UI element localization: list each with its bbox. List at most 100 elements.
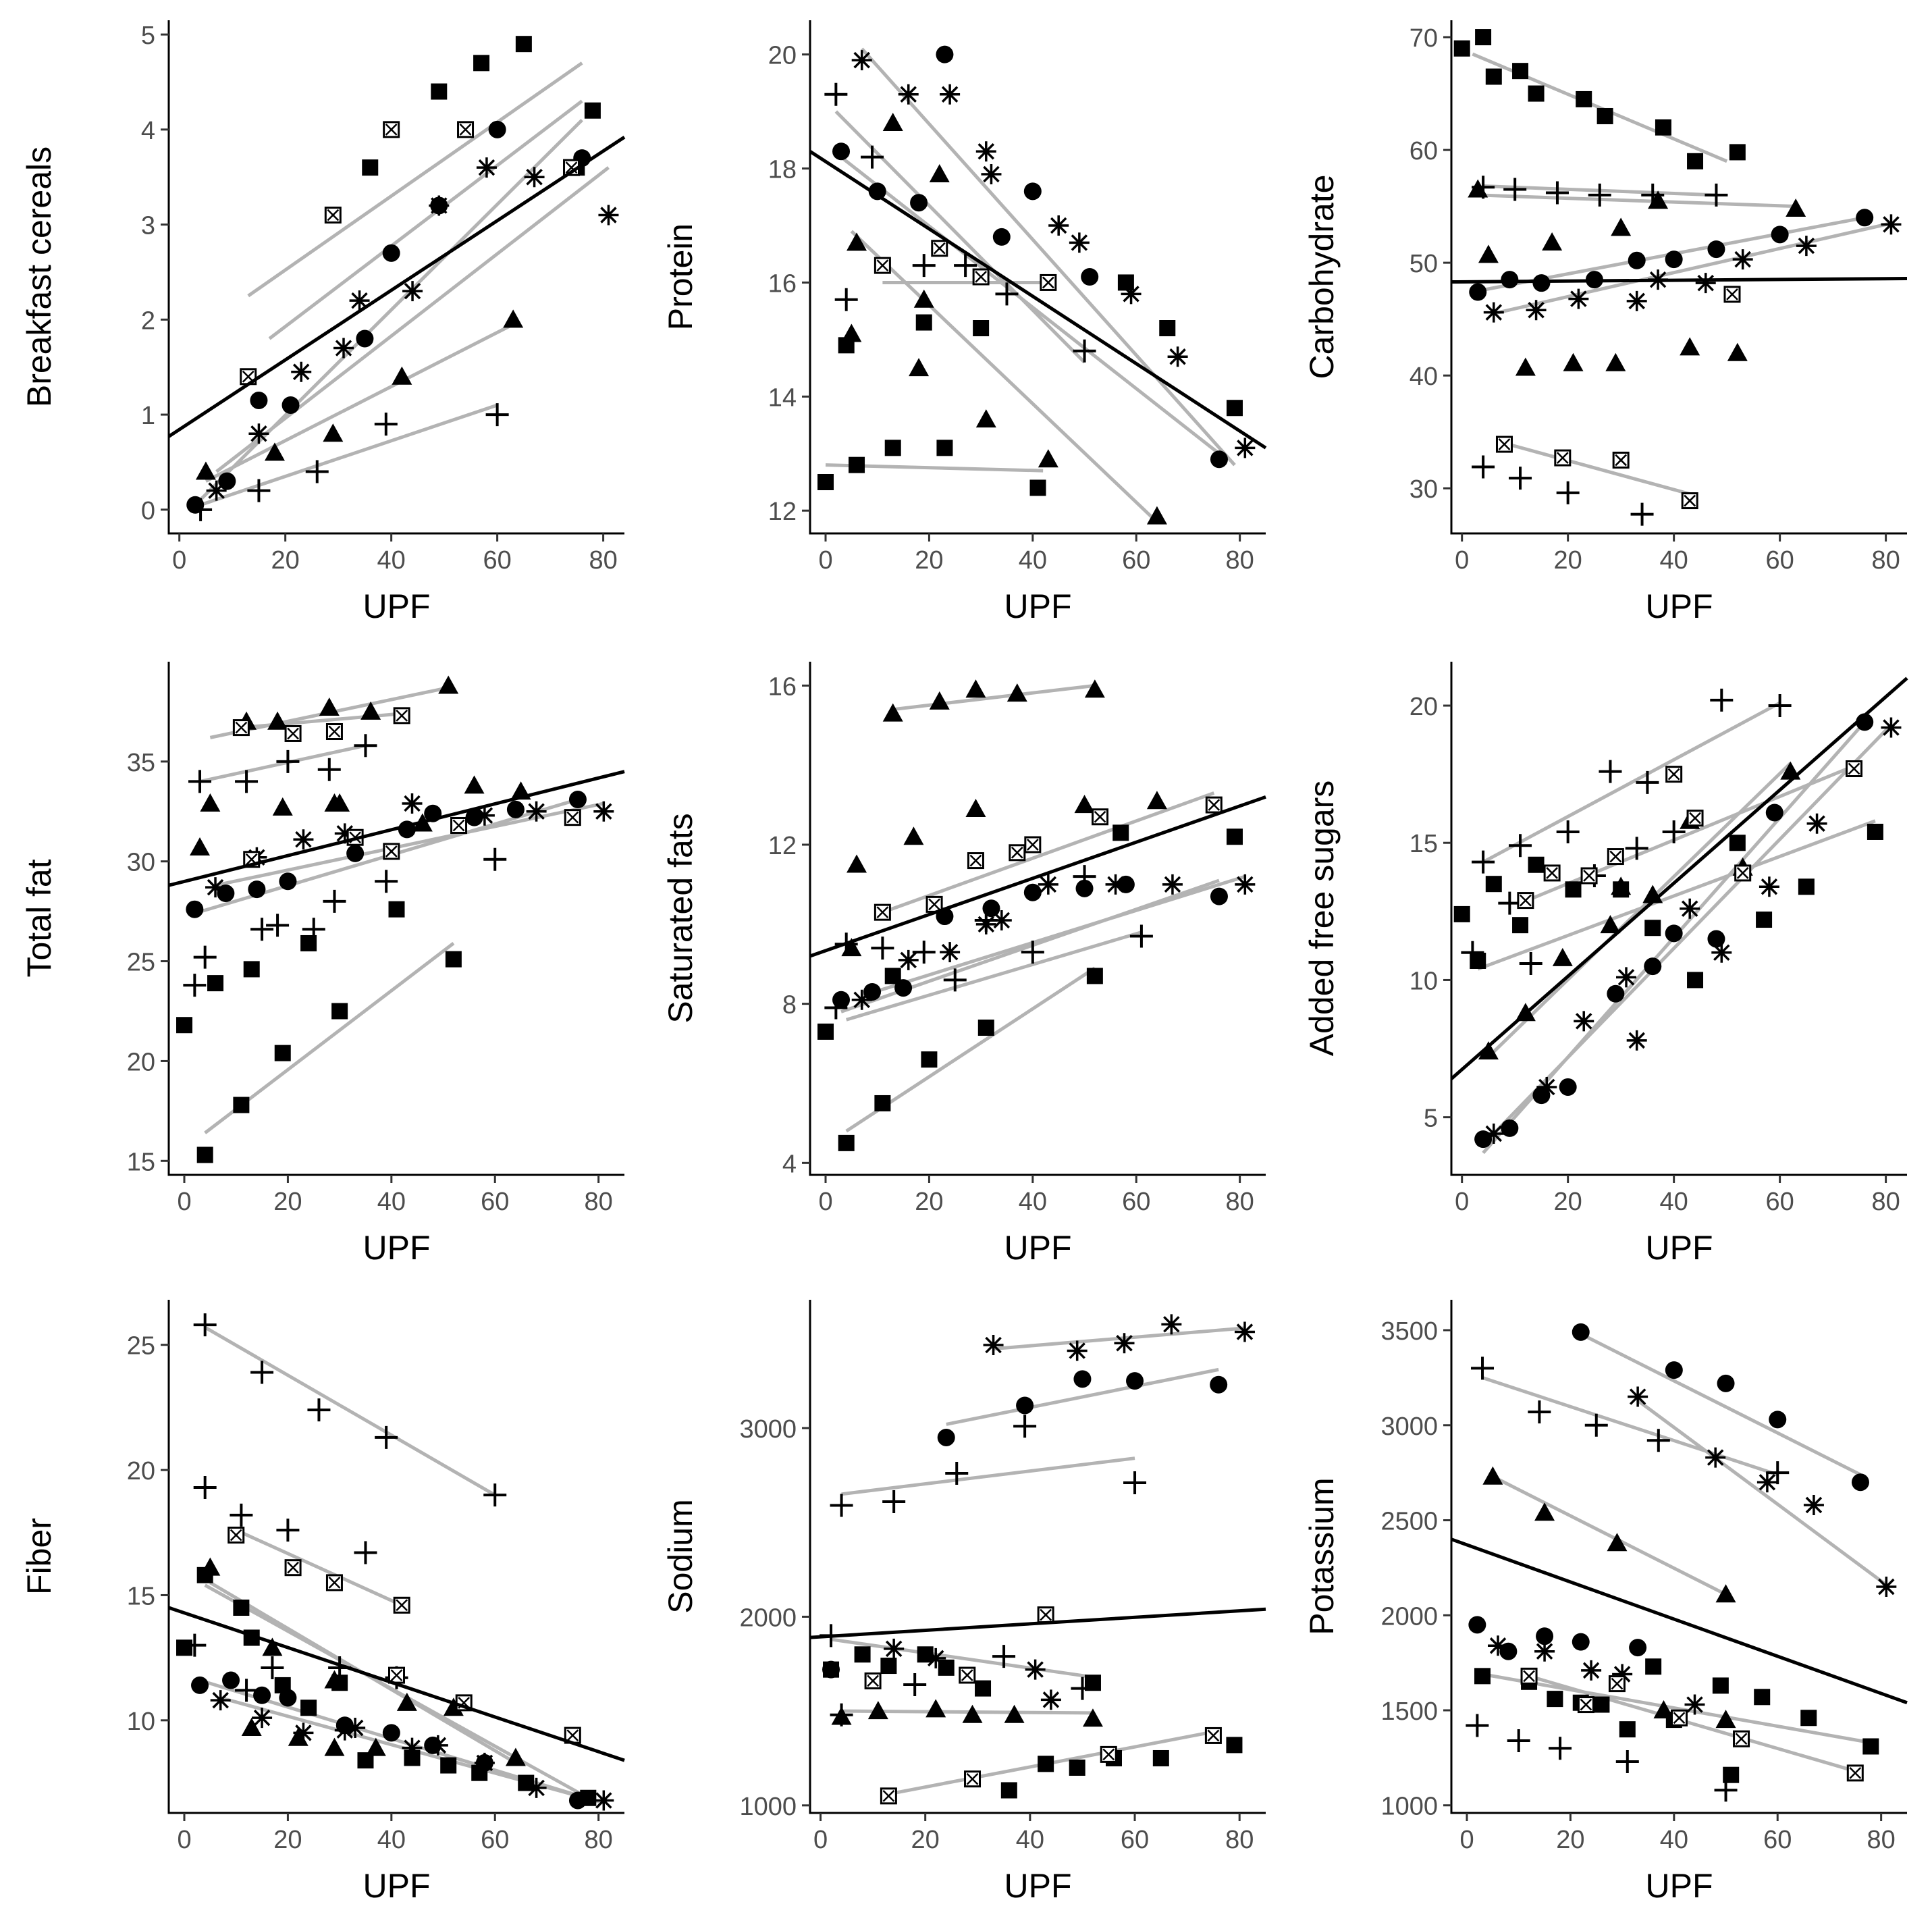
filled-circle-marker [279, 1689, 297, 1707]
filled-square-marker [1485, 68, 1502, 85]
asterisk-marker [1581, 1660, 1602, 1681]
filled-square-marker [445, 951, 462, 968]
x-tick-label: 40 [377, 546, 406, 575]
filled-circle-marker [250, 391, 268, 409]
asterisk-marker [293, 829, 314, 850]
boxed-x-marker [227, 1526, 245, 1544]
filled-triangle-marker [200, 1557, 221, 1576]
y-tick-label: 2000 [739, 1604, 797, 1632]
plus-marker [1071, 1677, 1094, 1700]
overall-fit-line [809, 795, 1266, 958]
group-fit-line [1520, 764, 1855, 905]
filled-circle-marker [568, 1791, 587, 1810]
filled-triangle-marker [323, 423, 344, 442]
boxed-x-marker [1607, 848, 1624, 866]
filled-square-marker [473, 55, 490, 72]
y-tick-label: 30 [127, 849, 155, 877]
filled-triangle-marker [1552, 947, 1573, 966]
boxed-x-marker [1204, 1727, 1222, 1744]
boxed-x-marker [1846, 1764, 1864, 1782]
filled-triangle-marker [1478, 244, 1499, 263]
filled-square-marker [431, 83, 448, 100]
group-fit-line [268, 99, 583, 340]
asterisk-marker [1483, 1124, 1504, 1144]
asterisk-marker [1711, 942, 1732, 963]
point-series-circle [186, 791, 587, 918]
x-tick-label: 80 [1225, 1826, 1254, 1854]
filled-square-marker [388, 901, 405, 918]
x-tick-label: 20 [1554, 1188, 1582, 1216]
x-tick-label: 80 [1871, 546, 1900, 575]
asterisk-marker [474, 1752, 495, 1773]
asterisk-marker [1881, 214, 1902, 235]
plus-marker [266, 914, 290, 937]
x-tick-label: 0 [1455, 1188, 1469, 1216]
x-axis-title: UPF [1646, 1229, 1713, 1267]
filled-square-marker [936, 440, 953, 456]
x-tick-label: 60 [1763, 1826, 1792, 1854]
boxed-x-marker [864, 1672, 882, 1689]
asterisk-marker [334, 1720, 355, 1741]
x-tick-label: 0 [818, 546, 832, 575]
asterisk-marker [940, 84, 961, 105]
filled-square-marker [884, 440, 901, 456]
y-tick-label: 16 [768, 673, 797, 701]
filled-square-marker [1655, 119, 1671, 136]
plus-marker [276, 1519, 300, 1542]
boxed-x-marker [1686, 810, 1704, 827]
asterisk-marker [1568, 288, 1589, 309]
y-tick-label: 5 [1424, 1105, 1438, 1133]
asterisk-marker [402, 281, 423, 302]
boxed-x-marker [284, 725, 302, 742]
filled-circle-marker [1572, 1633, 1590, 1651]
asterisk-marker [884, 1638, 905, 1659]
filled-triangle-marker [262, 1637, 283, 1656]
x-axis-title: UPF [363, 587, 431, 625]
filled-square-marker [1112, 824, 1129, 841]
x-tick-label: 80 [585, 1826, 613, 1854]
asterisk-marker [1756, 1472, 1777, 1493]
plus-marker [483, 1483, 507, 1507]
filled-square-marker [854, 1646, 871, 1663]
filled-circle-marker [1717, 1374, 1735, 1392]
filled-triangle-marker [1727, 342, 1748, 361]
boxed-x-marker [1520, 1667, 1538, 1685]
point-series-asterisk [884, 1314, 1255, 1710]
y-tick-label: 12 [768, 498, 797, 526]
boxed-x-marker [325, 1574, 343, 1591]
plus-marker [188, 770, 212, 793]
y-tick-label: 3 [141, 212, 155, 240]
group-fit-line [1478, 193, 1796, 209]
plus-marker [1641, 183, 1665, 207]
filled-triangle-marker [882, 703, 903, 722]
plus-marker [1472, 455, 1495, 479]
filled-square-marker [977, 1020, 994, 1036]
x-tick-label: 40 [1660, 1188, 1688, 1216]
point-series-square [817, 274, 1243, 496]
asterisk-marker [593, 1790, 614, 1811]
filled-circle-marker [488, 120, 506, 138]
filled-square-marker [1512, 917, 1529, 934]
group-fit-line [1482, 1376, 1779, 1477]
asterisk-marker [851, 989, 872, 1010]
filled-square-marker [207, 975, 224, 992]
asterisk-marker [1626, 1030, 1647, 1051]
y-tick-label: 8 [782, 991, 797, 1020]
asterisk-marker [983, 1335, 1004, 1356]
filled-square-marker [1453, 905, 1470, 922]
filled-circle-marker [1665, 924, 1683, 943]
boxed-x-marker [1092, 808, 1109, 826]
filled-square-marker [1619, 1721, 1636, 1738]
filled-triangle-marker [195, 461, 216, 480]
boxed-x-marker [874, 903, 891, 921]
x-tick-label: 80 [1871, 1188, 1900, 1216]
filled-circle-marker [356, 330, 374, 348]
point-series-boxed-x [874, 240, 1057, 291]
filled-triangle-marker [1715, 1584, 1736, 1603]
boxed-x-marker [564, 1727, 581, 1744]
x-tick-label: 80 [1226, 1188, 1254, 1216]
filled-triangle-marker [329, 793, 350, 812]
asterisk-marker [210, 1690, 231, 1711]
plus-marker [305, 460, 329, 483]
y-tick-label: 14 [768, 384, 797, 412]
